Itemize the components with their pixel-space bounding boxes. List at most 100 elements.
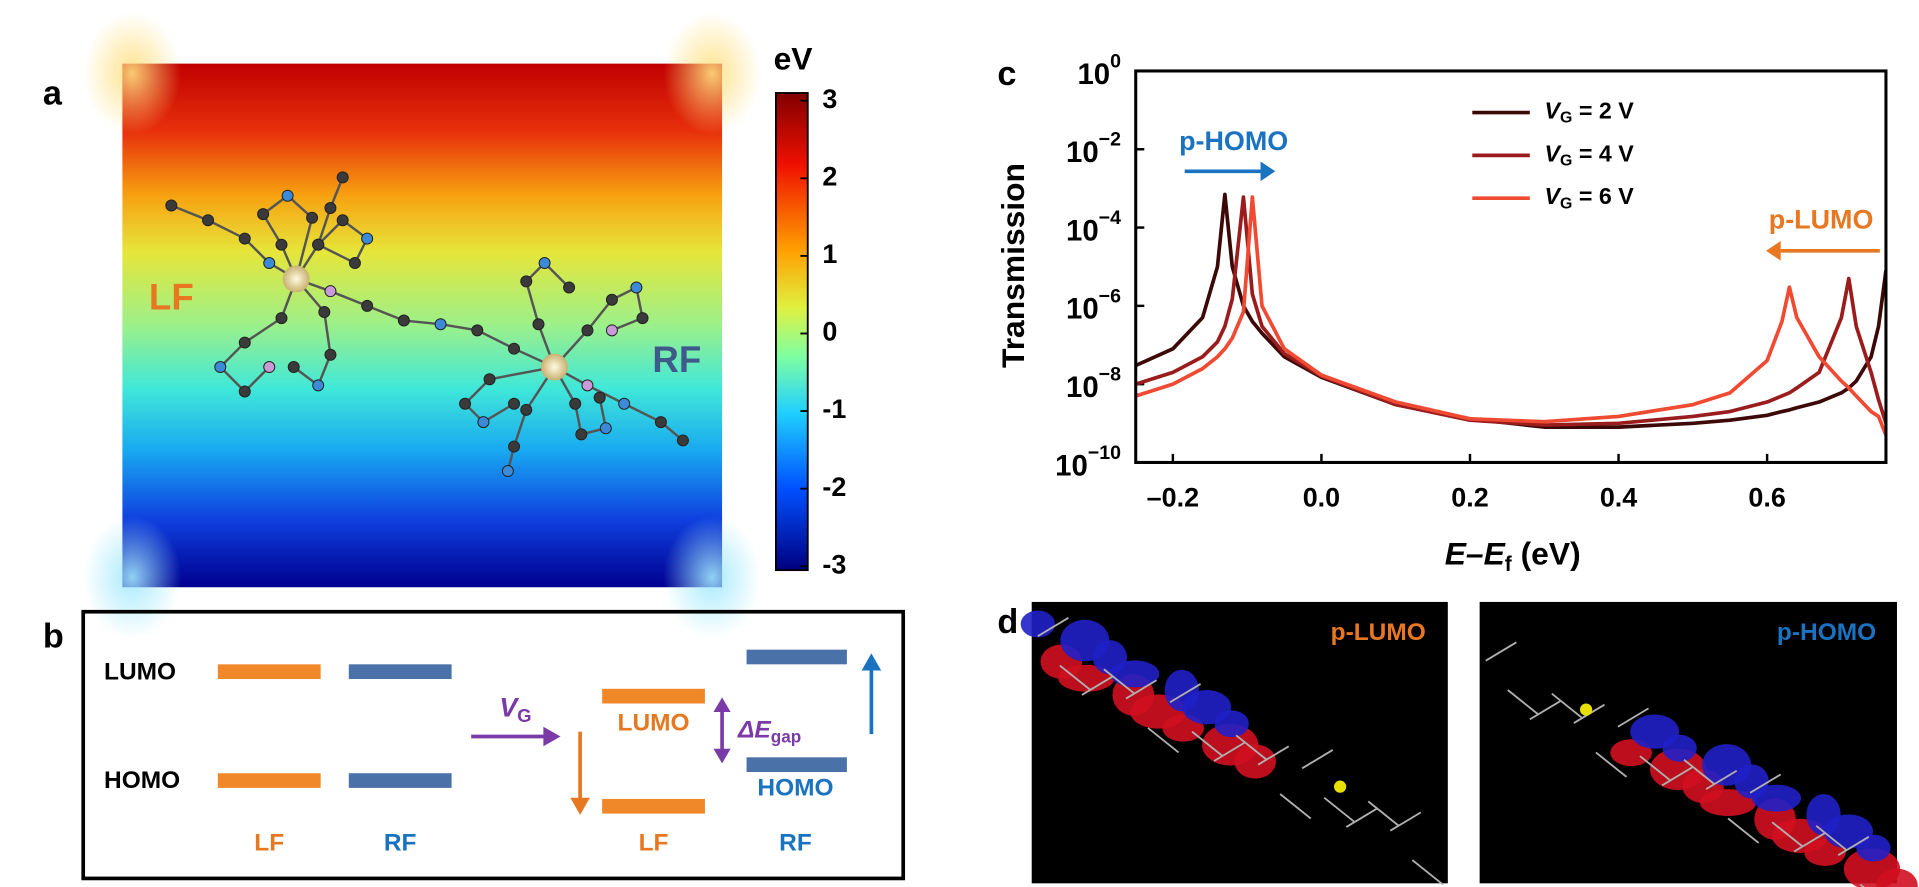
bond (1125, 679, 1158, 700)
legend-symbol: V (1545, 141, 1563, 167)
y-axis-title: Transmission (995, 163, 1031, 368)
atom (563, 281, 576, 294)
colorbar-tick-label: 0 (822, 317, 837, 347)
bond (1389, 811, 1422, 832)
bond (1815, 825, 1848, 852)
atom (538, 257, 551, 270)
bond (1059, 664, 1092, 691)
plot-frame (1134, 69, 1888, 464)
colorbar (775, 92, 809, 572)
bond (1749, 773, 1782, 794)
level-label: LUMO (104, 658, 176, 685)
atom (676, 434, 689, 447)
legend-text: = 6 V (1572, 183, 1634, 209)
bond (1081, 675, 1113, 696)
lobe (1752, 784, 1802, 812)
x-title-part: E–E (1445, 536, 1506, 572)
colorbar-tick-label: 1 (822, 239, 837, 269)
lobe (1110, 660, 1160, 688)
column-label: RF (779, 830, 812, 857)
bond (1705, 769, 1738, 790)
bond (1169, 683, 1202, 704)
atom (569, 397, 582, 410)
potential-map (122, 63, 723, 588)
chain (506, 366, 556, 472)
metal-atom (1579, 703, 1593, 716)
bond (1213, 741, 1246, 762)
y-tick-label: 10−8 (1066, 364, 1121, 404)
bond (1323, 796, 1356, 823)
y-tick-exponent: −4 (1099, 207, 1121, 229)
x-title-part: (eV) (1512, 536, 1581, 572)
corner-glow (663, 516, 762, 639)
atom (477, 416, 490, 429)
atom (275, 238, 288, 251)
atom (275, 312, 288, 325)
level-bar (217, 664, 321, 680)
arrow-head (713, 697, 731, 713)
bond (1551, 692, 1584, 719)
legend-subscript: G (1560, 153, 1572, 170)
atom (336, 214, 349, 227)
ring (261, 194, 314, 280)
arrow-head (570, 797, 590, 815)
lobe (1058, 664, 1115, 692)
atom (361, 232, 374, 245)
panel-label: a (43, 74, 63, 112)
atom (520, 275, 533, 288)
backbone (170, 204, 684, 442)
atom (214, 361, 227, 374)
lobe (1699, 789, 1757, 817)
level-label: HOMO (104, 767, 180, 794)
orbital-lobes (1485, 641, 1918, 887)
orbital-lobes (1020, 610, 1444, 886)
atom (348, 257, 361, 270)
series-line (1135, 195, 1886, 427)
lobe (1662, 734, 1697, 762)
atom (238, 336, 251, 349)
annotation-arrow-head (1766, 241, 1781, 261)
atom (654, 416, 667, 429)
bond (1683, 759, 1716, 785)
level-bar (746, 649, 847, 665)
gap-label: ΔEgap (737, 717, 801, 746)
metal-atom (540, 353, 568, 381)
annotation-arrow-head (1260, 161, 1276, 182)
ring (295, 218, 369, 280)
panel-label: d (997, 603, 1018, 641)
panel-b: b LUMO HOMO LF RF VG LUMO HOMO ΔEgap LF … (43, 609, 906, 881)
atom (501, 465, 514, 478)
y-tick-base: 10 (1066, 136, 1099, 169)
colorbar-title: eV (774, 41, 813, 77)
arrow-head (543, 726, 561, 747)
lobe (1020, 610, 1055, 638)
y-tick-base: 10 (1066, 293, 1099, 326)
x-tick-label: 0.0 (1303, 482, 1340, 512)
gap-symbol: ΔE (737, 717, 771, 744)
atom (202, 214, 215, 227)
level-bar (746, 757, 847, 772)
series-line (1135, 195, 1886, 436)
atom (575, 428, 588, 441)
gate-label: VG (499, 693, 531, 726)
y-tick-exponent: −10 (1088, 442, 1121, 464)
x-tick-label: 0.2 (1451, 482, 1488, 512)
atom (630, 281, 643, 294)
orbital-label: p-LUMO (1331, 619, 1426, 646)
level-bar (217, 773, 321, 788)
atom (581, 324, 594, 337)
y-tick-exponent: −2 (1099, 129, 1121, 151)
y-tick-exponent: −8 (1099, 364, 1121, 386)
atom (581, 379, 594, 392)
bond (1191, 730, 1224, 757)
metal-atom (1333, 780, 1347, 793)
y-tick-exponent: −6 (1099, 285, 1121, 307)
orbital-label: p-HOMO (1777, 619, 1876, 646)
atom (605, 324, 618, 337)
series-line (1135, 192, 1886, 429)
legend-label: VG = 2 V (1545, 98, 1635, 127)
atom (471, 324, 484, 337)
gate-symbol: V (499, 693, 519, 723)
atom (508, 342, 521, 355)
